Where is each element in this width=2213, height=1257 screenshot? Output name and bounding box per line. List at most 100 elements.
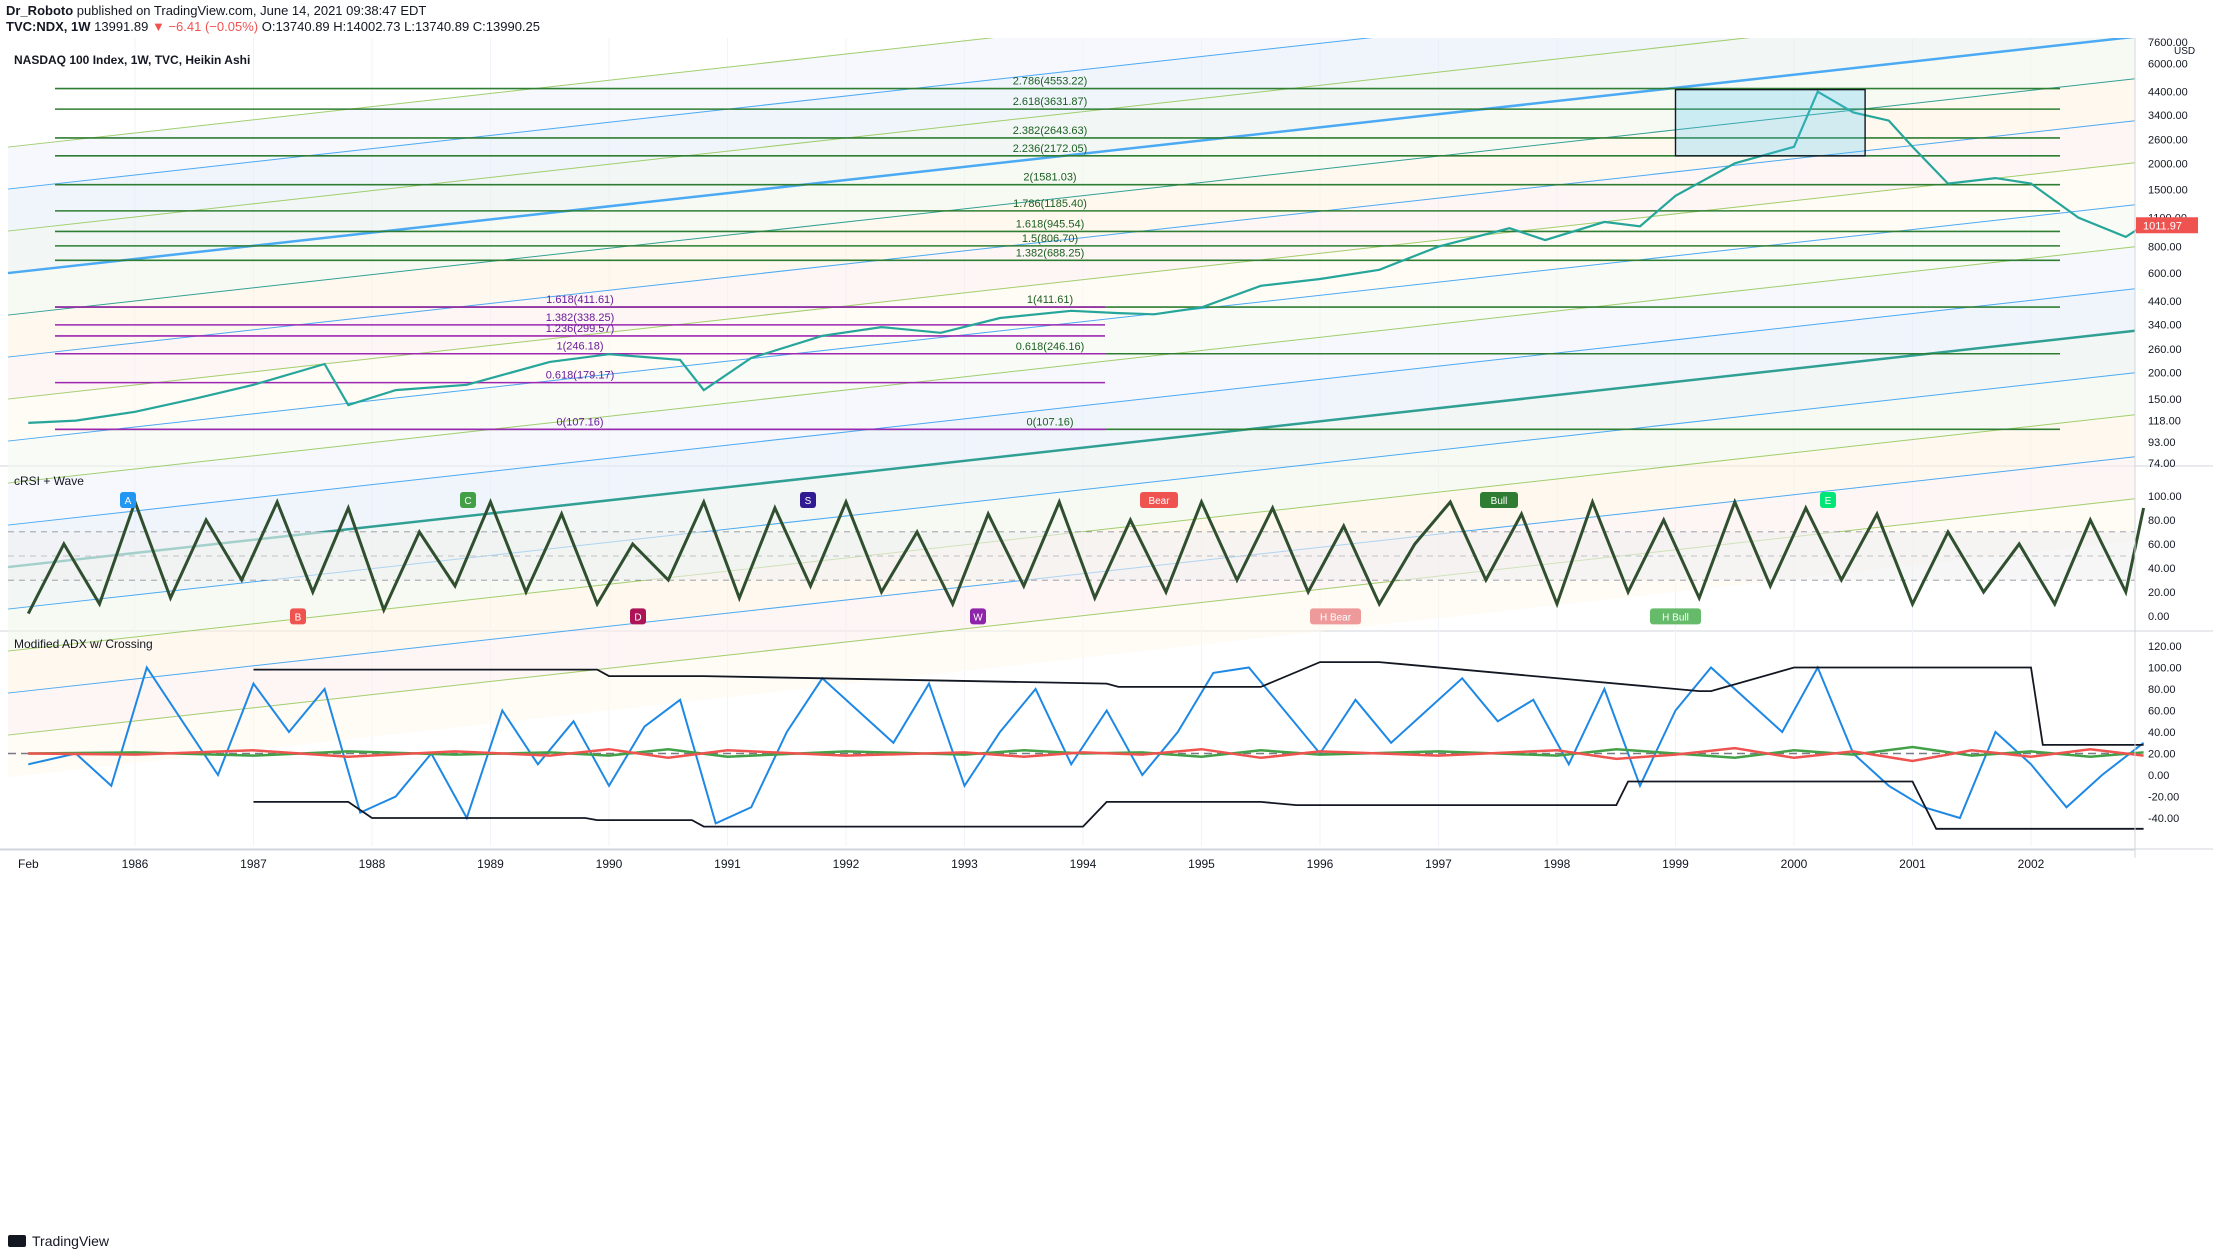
- signal-badge-label: H Bull: [1662, 612, 1689, 623]
- signal-badge: [800, 492, 816, 508]
- fib-label-green: 2.236(2172.05): [1013, 143, 1088, 155]
- fib-label-purple: 0.618(179.17): [546, 370, 615, 382]
- time-tick: 1999: [1662, 857, 1689, 871]
- fan-line: [7, 329, 2136, 569]
- fan-line: [7, 38, 2136, 275]
- time-tick: 2001: [1899, 857, 1926, 871]
- price-tick: 7600.00: [2148, 38, 2188, 49]
- signal-badge: [630, 608, 646, 625]
- adx-tick: 20.00: [2148, 749, 2176, 761]
- time-tick: 1992: [833, 857, 860, 871]
- fan-line: [7, 120, 2136, 358]
- fan-line: [7, 38, 1373, 190]
- signal-badge: [1480, 492, 1518, 508]
- pane-titles: NASDAQ 100 Index, 1W, TVC, Heikin Ashi cR…: [14, 53, 250, 651]
- symbol-name[interactable]: TVC:NDX, 1W: [6, 19, 91, 34]
- fib-label-green: 0.618(246.16): [1016, 341, 1085, 353]
- rsi-tick: 0.00: [2148, 611, 2169, 623]
- minus-di-series: [28, 746, 2144, 763]
- price-tick: 2000.00: [2148, 158, 2188, 170]
- fib-label-green: 0(107.16): [1026, 416, 1073, 428]
- price-tick: 2600.00: [2148, 134, 2188, 146]
- signal-badge-label: W: [973, 612, 983, 623]
- fib-label-green: 2.382(2643.63): [1013, 125, 1088, 137]
- time-tick: 1997: [1425, 857, 1452, 871]
- fib-label-green: 2.618(3631.87): [1013, 96, 1088, 108]
- signal-badge-label: C: [464, 496, 471, 507]
- fib-layer: 2.786(4553.22) 2.618(3631.87) 2.382(2643.6…: [55, 76, 2060, 431]
- tradingview-logo-icon: [8, 1235, 26, 1247]
- price-layer: [28, 88, 2145, 424]
- adx-series: [28, 665, 2145, 825]
- time-tick: 1994: [1070, 857, 1097, 871]
- fan-line: [7, 288, 2136, 526]
- fib-label-green: 2.786(4553.22): [1013, 76, 1088, 88]
- price-series: [28, 90, 2145, 424]
- price-tick: 340.00: [2148, 319, 2182, 331]
- adx-layer: [8, 661, 2145, 830]
- last-price-tag-label: 1011.97: [2143, 220, 2182, 232]
- chart-area[interactable]: 2.786(4553.22) 2.618(3631.87) 2.382(2643.6…: [0, 38, 2213, 1230]
- publish-info: Dr_Roboto published on TradingView.com, …: [6, 3, 426, 18]
- adx-tick: 80.00: [2148, 684, 2176, 696]
- author-name[interactable]: Dr_Roboto: [6, 3, 74, 18]
- price-tick: 1500.00: [2148, 184, 2188, 196]
- price-tick: 200.00: [2148, 368, 2182, 380]
- signal-badge-label: Bull: [1491, 496, 1508, 507]
- fan-line: [7, 38, 995, 148]
- adx-tick: -20.00: [2148, 792, 2179, 804]
- time-tick: 1988: [359, 857, 386, 871]
- tradingview-brand[interactable]: TradingView: [8, 1233, 109, 1249]
- signal-badge-label: S: [805, 496, 812, 507]
- time-tick: 2002: [2018, 857, 2045, 871]
- fan-line: [7, 38, 1751, 232]
- time-tick: 1989: [477, 857, 504, 871]
- price-tick: 74.00: [2148, 458, 2176, 470]
- price-tick: 260.00: [2148, 344, 2182, 356]
- price-tick: 150.00: [2148, 394, 2182, 406]
- rsi-tick: 80.00: [2148, 515, 2176, 527]
- fan-line: [7, 78, 2136, 316]
- adx-tick: -40.00: [2148, 813, 2179, 825]
- main-pane-title: NASDAQ 100 Index, 1W, TVC, Heikin Ashi: [14, 53, 250, 67]
- publish-text: published on TradingView.com, June 14, 2…: [76, 3, 427, 18]
- signal-badge: [1820, 492, 1836, 508]
- price-tick: 3400.00: [2148, 110, 2188, 122]
- fib-label-purple: 1.382(338.25): [546, 312, 615, 324]
- last-price: 13991.89: [94, 19, 149, 34]
- fib-label-green: 1.618(945.54): [1016, 218, 1085, 230]
- signal-badge-label: A: [125, 496, 132, 507]
- time-tick: 1990: [596, 857, 623, 871]
- currency-label: USD: [2174, 46, 2195, 57]
- time-tick: 1986: [122, 857, 149, 871]
- time-tick: 1995: [1188, 857, 1215, 871]
- fan-band: [8, 246, 2135, 526]
- time-tick: 1991: [714, 857, 741, 871]
- rsi-band-fill: [8, 532, 2135, 580]
- fan-line: [7, 246, 2136, 484]
- fan-band: [8, 288, 2135, 568]
- fan-band: [8, 162, 2135, 442]
- price-tick: 6000.00: [2148, 58, 2188, 70]
- fib-label-purple: 1.618(411.61): [546, 294, 614, 306]
- signal-badge-label: H Bear: [1320, 612, 1352, 623]
- signal-badge: [290, 608, 306, 625]
- fib-label-green: 1.786(1185.40): [1013, 198, 1087, 210]
- fan-band: [8, 204, 2135, 484]
- rsi-tick: 40.00: [2148, 563, 2176, 575]
- price-tick: 600.00: [2148, 268, 2182, 280]
- price-tick: 118.00: [2148, 416, 2181, 428]
- signal-badge: [120, 492, 136, 508]
- fan-line: [7, 162, 2136, 400]
- adx-tick: 0.00: [2148, 770, 2169, 782]
- adx-tick: 100.00: [2148, 663, 2182, 675]
- signal-badge-label: E: [1825, 496, 1832, 507]
- rsi-layer: A B C D S W Bear H Bear Bull H Bull E: [8, 492, 2146, 625]
- fib-label-green: 1.5(806.70): [1022, 233, 1078, 245]
- time-tick: Feb: [18, 857, 39, 871]
- adx-tick: 120.00: [2148, 641, 2182, 653]
- symbol-info: TVC:NDX, 1W 13991.89 ▼ −6.41 (−0.05%) O:…: [6, 19, 540, 34]
- price-tick: 440.00: [2148, 296, 2182, 308]
- signal-badge-label: B: [295, 612, 302, 623]
- fib-label-purple: 1(246.18): [556, 341, 603, 353]
